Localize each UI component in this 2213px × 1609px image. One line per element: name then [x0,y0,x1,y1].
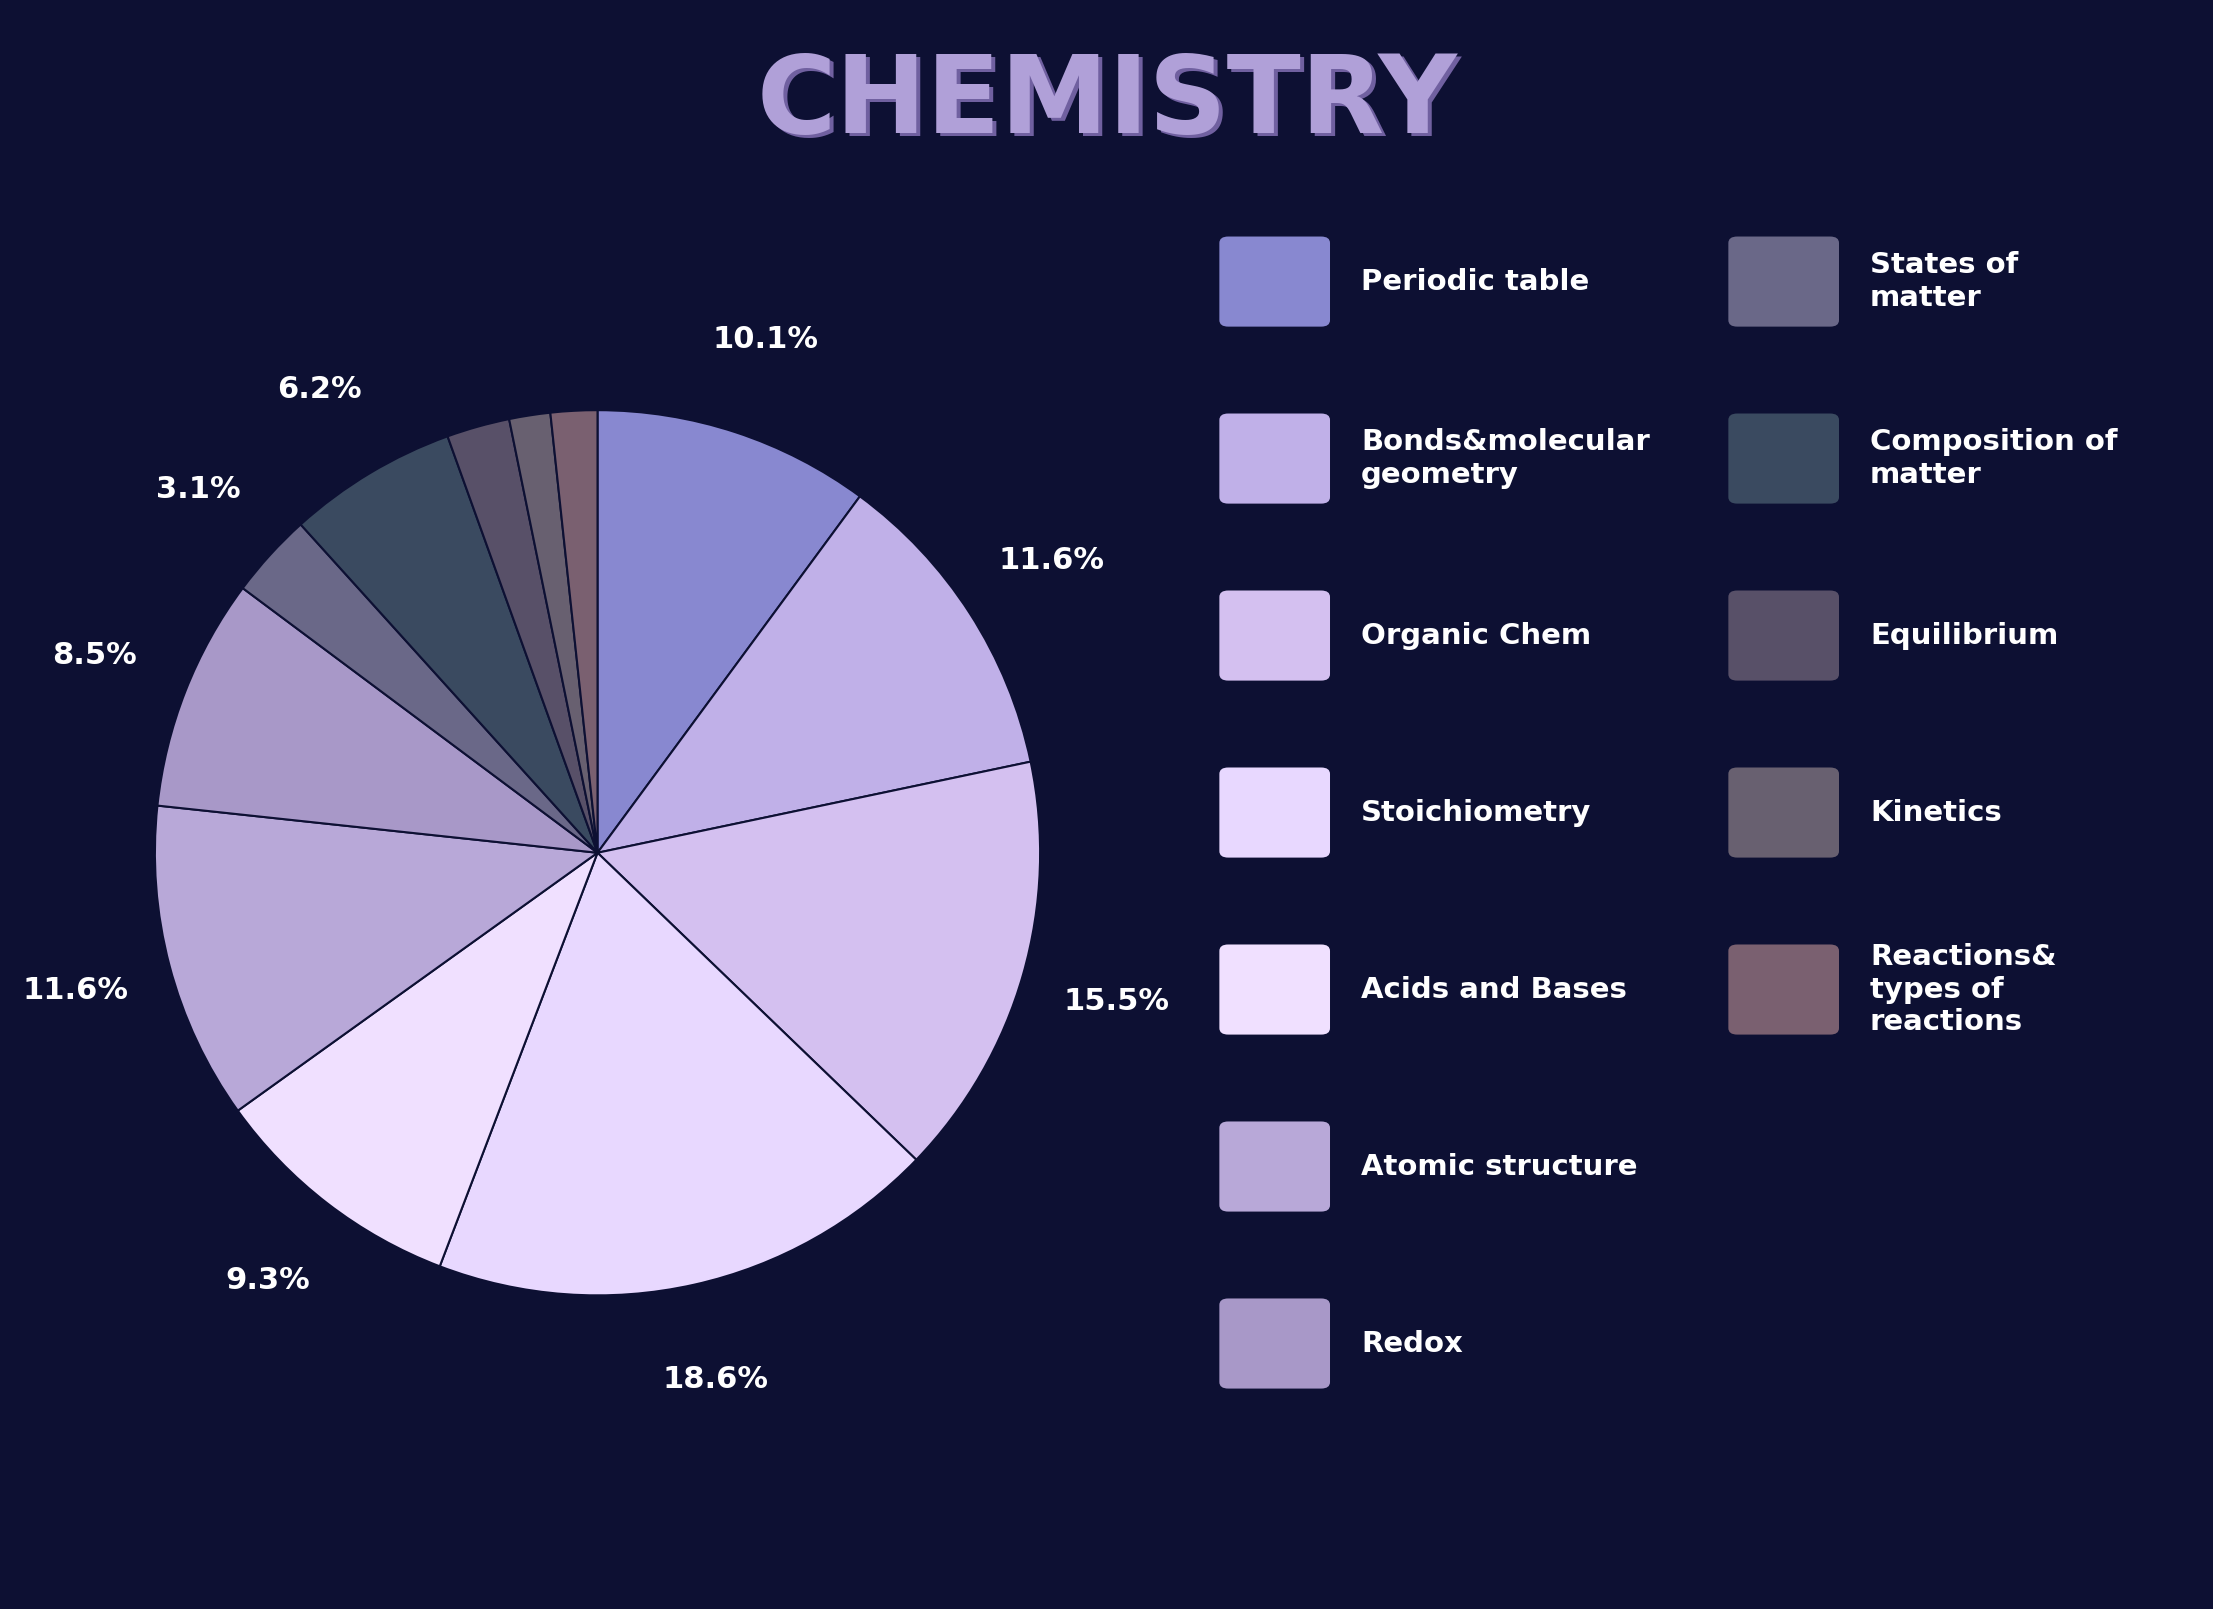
Wedge shape [155,806,598,1110]
Text: Equilibrium: Equilibrium [1870,621,2058,650]
Text: 6.2%: 6.2% [277,375,363,404]
Text: CHEMISTRY: CHEMISTRY [761,53,1461,159]
Text: Atomic structure: Atomic structure [1361,1152,1638,1181]
Text: Periodic table: Periodic table [1361,267,1589,296]
Text: 15.5%: 15.5% [1064,988,1168,1017]
Text: 11.6%: 11.6% [998,545,1104,574]
Wedge shape [157,589,598,853]
Text: 8.5%: 8.5% [53,640,137,669]
Wedge shape [440,853,916,1295]
Text: Bonds&molecular
geometry: Bonds&molecular geometry [1361,428,1649,489]
Text: 3.1%: 3.1% [155,475,241,504]
Text: Redox: Redox [1361,1329,1463,1358]
Wedge shape [237,853,598,1266]
Text: CHEMISTRY: CHEMISTRY [757,50,1456,156]
Wedge shape [598,410,861,853]
Wedge shape [598,496,1031,853]
Wedge shape [509,412,598,853]
Text: Kinetics: Kinetics [1870,798,2003,827]
Wedge shape [598,761,1040,1160]
Text: States of
matter: States of matter [1870,251,2018,312]
Wedge shape [551,410,598,853]
Text: 9.3%: 9.3% [226,1266,310,1295]
Text: 11.6%: 11.6% [22,975,128,1006]
Text: Reactions&
types of
reactions: Reactions& types of reactions [1870,943,2056,1036]
Text: Stoichiometry: Stoichiometry [1361,798,1591,827]
Text: Composition of
matter: Composition of matter [1870,428,2118,489]
Wedge shape [243,525,598,853]
Text: 18.6%: 18.6% [662,1366,768,1395]
Text: 10.1%: 10.1% [713,325,819,354]
Wedge shape [447,418,598,853]
Text: Organic Chem: Organic Chem [1361,621,1591,650]
Text: Acids and Bases: Acids and Bases [1361,975,1627,1004]
Wedge shape [301,436,598,853]
